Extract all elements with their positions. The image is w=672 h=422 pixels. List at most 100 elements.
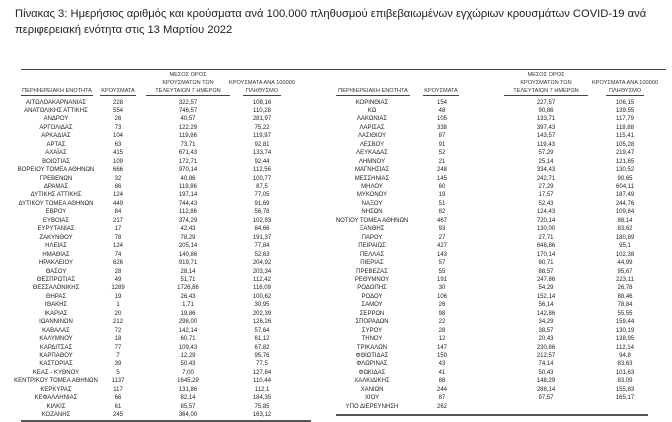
avg7-cell: 744,43 — [178, 200, 198, 207]
region-cell: ΗΜΑΘΙΑΣ — [42, 251, 70, 258]
cases-cell: 87 — [438, 133, 446, 140]
region-cell: ΗΡΑΚΛΕΙΟΥ — [38, 260, 74, 267]
region-cell: ΠΑΡΟΥ — [361, 234, 383, 241]
region-cell: ΑΙΤΩΛΟΑΚΑΡΝΑΝΙΑΣ — [25, 99, 87, 106]
cases-cell: 427 — [436, 243, 448, 250]
per100k-cell: 75,85 — [254, 403, 270, 410]
avg7-cell: 17,57 — [538, 192, 554, 199]
cases-cell: 73 — [114, 124, 122, 131]
cases-cell: 338 — [436, 124, 448, 131]
per100k-cell: 95,1 — [619, 243, 631, 250]
cases-cell: 28 — [114, 268, 122, 275]
region-cell: ΖΑΚΥΝΘΟΥ — [39, 234, 73, 241]
avg7-cell: 119,43 — [537, 141, 555, 148]
cases-cell: 55 — [438, 268, 446, 275]
per100k-cell: 219,47 — [615, 150, 635, 157]
region-cell: ΠΡΕΒΕΖΑΣ — [356, 268, 388, 275]
region-cell: ΚΕΦΑΛΛΗΝΙΑΣ — [34, 395, 78, 402]
per100k-cell: 139,55 — [615, 107, 635, 114]
cases-cell: 1137 — [111, 378, 125, 385]
cases-cell: 74 — [114, 251, 122, 258]
per100k-cell: 77,5 — [256, 361, 268, 368]
per100k-cell: 78,84 — [617, 302, 633, 309]
cases-cell: 52 — [438, 150, 446, 157]
region-cell: ΝΟΤΙΟΥ ΤΟΜΕΑ ΑΘΗΝΩΝ — [335, 217, 409, 224]
avg7-cell: 82,14 — [180, 395, 196, 402]
avg7-cell: 112,86 — [179, 209, 197, 216]
region-cell: ΙΩΑΝΝΙΝΩΝ — [39, 319, 73, 326]
cases-cell: 467 — [436, 217, 448, 224]
cases-cell: 1289 — [111, 285, 125, 292]
cases-cell: 147 — [436, 344, 448, 351]
per100k-cell: 187,49 — [615, 192, 635, 199]
region-cell: ΤΡΙΚΑΛΩΝ — [356, 344, 388, 351]
per100k-cell: 83,62 — [617, 226, 633, 233]
cases-cell: 28 — [438, 327, 446, 334]
region-cell: ΜΑΓΝΗΣΙΑΣ — [354, 167, 390, 174]
per100k-cell: 604,11 — [616, 184, 634, 190]
per100k-cell: 159,44 — [615, 319, 635, 326]
avg7-cell: 374,29 — [178, 217, 198, 224]
avg7-cell: 230,86 — [536, 344, 556, 351]
per100k-cell: 126,26 — [252, 319, 272, 326]
cases-cell: 82 — [438, 209, 446, 216]
per100k-cell: 165,17 — [615, 395, 635, 402]
cases-cell: 248 — [436, 167, 448, 174]
avg7-cell: 227,57 — [536, 99, 556, 106]
region-cell: ΔΡΑΜΑΣ — [43, 184, 69, 190]
region-cell: ΛΑΚΩΝΙΑΣ — [356, 116, 388, 123]
region-cell: ΣΕΡΡΩΝ — [359, 310, 385, 317]
cases-cell: 19 — [114, 293, 122, 300]
avg7-cell: 57,29 — [538, 150, 554, 157]
avg7-cell: 88,57 — [538, 268, 554, 275]
per100k-cell: 26,78 — [617, 285, 633, 292]
avg7-cell: 40,57 — [180, 116, 196, 123]
cases-cell: 124 — [112, 243, 124, 250]
cases-cell: 12 — [438, 336, 446, 343]
avg7-cell: 242,71 — [536, 175, 556, 182]
region-cell: ΥΠΟ ΔΙΕΡΕΥΝΗΣΗ — [345, 403, 399, 410]
avg7-cell: 364,00 — [178, 412, 198, 419]
avg7-cell: 19,86 — [180, 310, 196, 317]
per100k-cell: 202,39 — [252, 310, 272, 317]
avg7-cell: 142,14 — [178, 327, 198, 334]
region-cell: ΚΑΡΠΑΘΟΥ — [39, 353, 73, 359]
per100k-cell: 118,88 — [616, 124, 634, 131]
region-cell: ΜΗΛΟΥ — [361, 184, 383, 190]
region-cell: ΔΥΤΙΚΗΣ ΑΤΤΙΚΗΣ — [30, 192, 82, 199]
cases-cell: 19 — [438, 192, 446, 199]
header-per100k-right-2: ΠΛΗΘΥΣΜΟ — [606, 88, 644, 97]
cases-cell: 212 — [112, 319, 124, 326]
cases-cell: 17 — [114, 226, 122, 233]
region-cell: ΠΕΛΛΑΣ — [359, 251, 385, 258]
per100k-cell: 130,52 — [615, 167, 635, 174]
per100k-cell: 117,79 — [616, 116, 634, 123]
cases-cell: 20 — [114, 310, 122, 317]
region-cell: ΒΟΙΩΤΙΑΣ — [42, 158, 70, 165]
region-cell: ΚΩ — [367, 107, 377, 114]
region-cell: ΚΕΑΣ - ΚΥΘΝΟΥ — [32, 369, 80, 376]
cases-cell: 217 — [112, 217, 124, 224]
avg7-cell: 322,57 — [178, 99, 198, 106]
avg7-cell: 648,86 — [536, 243, 556, 250]
region-cell: ΙΚΑΡΙΑΣ — [44, 310, 68, 317]
region-cell: ΞΑΝΘΗΣ — [359, 226, 385, 233]
cases-cell: 666 — [112, 167, 124, 174]
region-cell: ΑΡΓΟΛΙΔΑΣ — [39, 124, 73, 131]
region-cell: ΕΥΒΟΙΑΣ — [42, 217, 70, 224]
header-region-left: ΠΕΡΙΦΕΡΕΙΑΚΗ ΕΝΟΤΗΤΑ — [21, 88, 93, 97]
per100k-cell: 180,89 — [615, 234, 635, 241]
per100k-cell: 88,14 — [617, 217, 633, 224]
region-cell: ΤΗΝΟΥ — [361, 336, 383, 343]
per100k-cell: 100,77 — [252, 175, 272, 182]
avg7-cell: 85,57 — [180, 403, 196, 410]
per100k-cell: 109,84 — [615, 209, 635, 216]
cases-cell: 39 — [114, 361, 122, 368]
avg7-cell: 27,71 — [538, 234, 554, 241]
avg7-cell: 720,14 — [536, 217, 556, 224]
per100k-cell: 106,15 — [615, 99, 635, 106]
region-cell: ΧΑΝΙΩΝ — [360, 386, 384, 393]
per100k-cell: 87,5 — [256, 184, 268, 190]
header-avg7-left-3: ΤΕΛΕΥΤΑΙΩΝ 7 ΗΜΕΡΩΝ — [146, 88, 230, 97]
cases-cell: 51 — [438, 200, 446, 207]
